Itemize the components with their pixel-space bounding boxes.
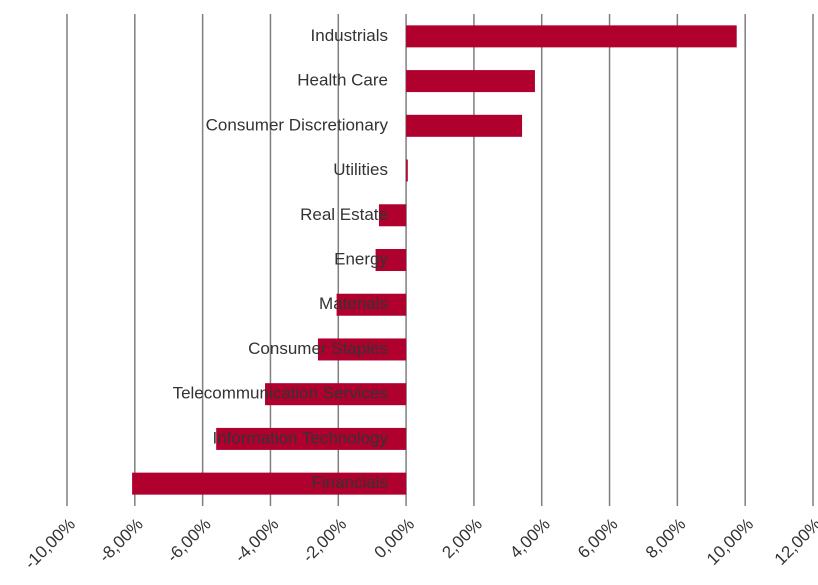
category-label: Telecommunication Services (173, 384, 388, 403)
x-tick-label: -2,00% (299, 515, 351, 567)
category-label: Energy (334, 249, 388, 268)
category-label: Consumer Discretionary (206, 115, 389, 134)
x-tick-label: 6,00% (574, 515, 622, 563)
bar (336, 293, 407, 316)
bar (216, 427, 407, 450)
category-label: Real Estate (300, 205, 388, 224)
bar (406, 159, 408, 182)
x-tick-label: 0,00% (371, 515, 419, 563)
x-tick-label: -10,00% (21, 515, 79, 573)
bar (406, 114, 523, 137)
category-label: Industrials (311, 26, 388, 45)
x-tick-label: 2,00% (438, 515, 486, 563)
category-label: Utilities (333, 160, 388, 179)
x-tick-label: 10,00% (703, 515, 757, 569)
bar (375, 249, 407, 271)
bar (406, 70, 535, 93)
x-tick-label: -4,00% (231, 515, 283, 567)
category-label: Financials (311, 473, 388, 492)
category-label: Consumer Staples (248, 339, 388, 358)
category-label: Health Care (297, 71, 388, 90)
x-tick-label: 4,00% (506, 515, 554, 563)
bar (317, 338, 407, 361)
bar (378, 204, 407, 227)
category-label: Materials (319, 294, 388, 313)
x-tick-label: 8,00% (642, 515, 690, 563)
x-tick-label: 12,00% (771, 515, 818, 569)
bar (406, 25, 737, 48)
bar (265, 383, 407, 406)
x-tick-label: -6,00% (163, 515, 215, 567)
x-tick-label: -8,00% (95, 515, 147, 567)
bar (132, 472, 407, 495)
category-label: Information Technology (213, 428, 389, 447)
